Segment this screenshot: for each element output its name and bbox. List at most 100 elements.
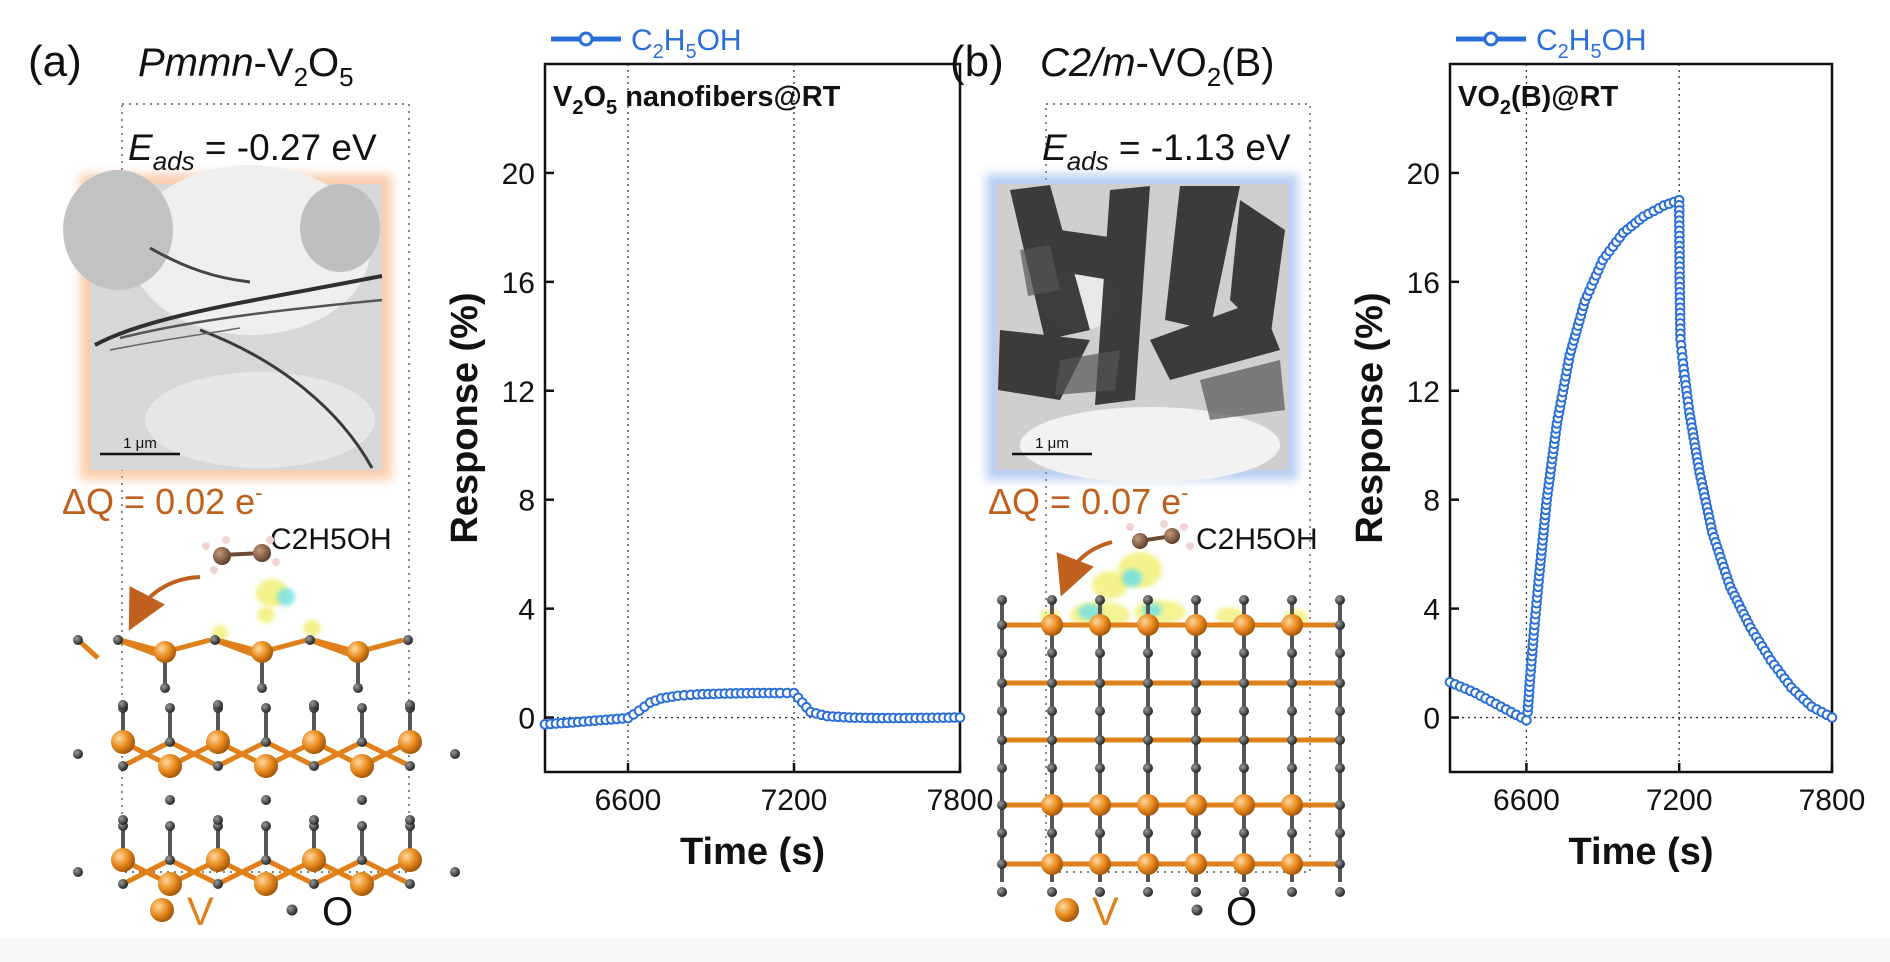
legend-label: C2H5OH xyxy=(1536,24,1647,63)
x-tick-label: 6600 xyxy=(595,784,662,817)
series-line xyxy=(1448,196,1834,724)
chart-title: VO2(B)@RT xyxy=(1458,81,1619,119)
charge-transfer: ΔQ = 0.02 e- xyxy=(62,480,263,522)
oxygen-icon xyxy=(286,904,298,916)
oxygen-atom xyxy=(357,855,367,865)
x-tick-label: 7800 xyxy=(1799,784,1866,817)
vanadium-icon xyxy=(150,898,174,922)
chart-title-part: 2 xyxy=(1500,97,1511,119)
y-axis-label: Response (%) xyxy=(1349,292,1391,543)
bond xyxy=(312,857,364,887)
oxygen-atom xyxy=(405,761,415,771)
oxygen-atom xyxy=(309,879,319,889)
charge-transfer: ΔQ = 0.07 e- xyxy=(988,480,1189,522)
chart-v2o5-response: 0 4 8 12 16 20 6600 7200 7800 Time (s) Response (%… xyxy=(444,24,993,873)
oxygen-atom xyxy=(450,867,460,877)
ethanol-molecule-a xyxy=(202,536,280,574)
bond xyxy=(168,857,220,887)
oxygen-atom xyxy=(309,700,319,710)
charge-transfer-arrow xyxy=(1056,540,1113,597)
bond xyxy=(360,857,412,887)
x-tick-label: 7800 xyxy=(927,784,994,817)
oxygen-atom xyxy=(1191,887,1201,897)
oxygen-atom xyxy=(1287,678,1297,688)
oxygen-atom xyxy=(160,683,170,693)
legend-marker xyxy=(578,31,594,47)
panel-b: (b) C2/m-VO2(B) Eads = -1.13 eV xyxy=(950,37,1345,934)
vanadium-atom xyxy=(1281,853,1303,875)
oxygen-atom xyxy=(1239,678,1249,688)
bond xyxy=(121,739,172,769)
bond xyxy=(121,857,172,887)
plot-frame xyxy=(543,62,962,774)
phase-subscript: 2 xyxy=(1207,62,1221,92)
panel-b-phase-title: C2/m-VO2(B) xyxy=(1040,41,1275,92)
vanadium-atom xyxy=(302,848,326,872)
legend-oxygen-label: O xyxy=(1226,890,1257,934)
x-tick-label: 7200 xyxy=(1646,784,1713,817)
oxygen-atom xyxy=(1143,887,1153,897)
oxygen-atom xyxy=(997,706,1007,716)
vanadium-atom xyxy=(1185,614,1207,636)
oxygen-atom xyxy=(997,800,1007,810)
vanadium-atom xyxy=(1041,614,1063,636)
vanadium-atom xyxy=(154,641,176,663)
bond xyxy=(312,739,364,769)
chart-title-part: VO xyxy=(1458,81,1500,113)
oxygen-atom xyxy=(165,737,175,747)
oxygen-atom xyxy=(357,795,367,805)
tem-image-a: 1 μm xyxy=(63,165,392,480)
vanadium-atom xyxy=(251,641,273,663)
oxygen-atom xyxy=(1047,706,1057,716)
oxygen-atom xyxy=(1335,678,1345,688)
oxygen-atom xyxy=(165,821,175,831)
oxygen-atom xyxy=(997,763,1007,773)
vanadium-atom xyxy=(398,730,422,754)
ethanol-molecule-b xyxy=(1126,520,1194,550)
charge-superscript: - xyxy=(1181,480,1188,505)
phase-text: (B) xyxy=(1221,41,1274,85)
oxygen-atom xyxy=(118,879,128,889)
vanadium-atom xyxy=(347,641,369,663)
phase-text: O xyxy=(308,41,339,85)
oxygen-atom xyxy=(405,815,415,825)
oxygen-atom xyxy=(1047,678,1057,688)
phase-subscript: 2 xyxy=(294,62,308,92)
oxygen-atom xyxy=(1335,595,1345,605)
vanadium-atom xyxy=(1137,794,1159,816)
oxygen-atom xyxy=(1191,735,1201,745)
oxygen-atom xyxy=(1095,735,1105,745)
oxygen-atom xyxy=(73,867,83,877)
charge-value: ΔQ = 0.07 e xyxy=(988,481,1181,522)
y-tick-label: 20 xyxy=(1407,158,1440,191)
oxygen-atom xyxy=(309,815,319,825)
oxygen-atom xyxy=(1287,735,1297,745)
oxygen-atom xyxy=(450,749,460,759)
oxygen-atom xyxy=(73,635,83,645)
legend-vanadium-label: V xyxy=(187,890,214,934)
vanadium-atom xyxy=(111,730,135,754)
panel-b-label: (b) xyxy=(950,37,1004,86)
vanadium-atom xyxy=(1281,614,1303,636)
charge-transfer-arrow xyxy=(128,575,201,631)
y-tick-label: 0 xyxy=(1423,703,1440,736)
oxygen-atom xyxy=(997,678,1007,688)
panel-a-phase-title: Pmmn-V2O5 xyxy=(138,41,354,92)
oxygen-atom xyxy=(1191,706,1201,716)
oxygen-atom xyxy=(1143,706,1153,716)
y-tick-label: 12 xyxy=(502,376,535,409)
oxygen-atom xyxy=(113,635,123,645)
vanadium-atom xyxy=(1233,853,1255,875)
oxygen-atom xyxy=(997,595,1007,605)
oxygen-atom xyxy=(1335,763,1345,773)
plot-frame xyxy=(1448,62,1834,774)
oxygen-atom xyxy=(1335,859,1345,869)
oxygen-atom xyxy=(1191,828,1201,838)
oxygen-atom xyxy=(1287,648,1297,658)
oxygen-atom xyxy=(1335,828,1345,838)
oxygen-atom xyxy=(405,879,415,889)
y-tick-label: 16 xyxy=(1407,267,1440,300)
oxygen-atom xyxy=(357,737,367,747)
vanadium-atom xyxy=(111,848,135,872)
oxygen-atom xyxy=(1047,887,1057,897)
